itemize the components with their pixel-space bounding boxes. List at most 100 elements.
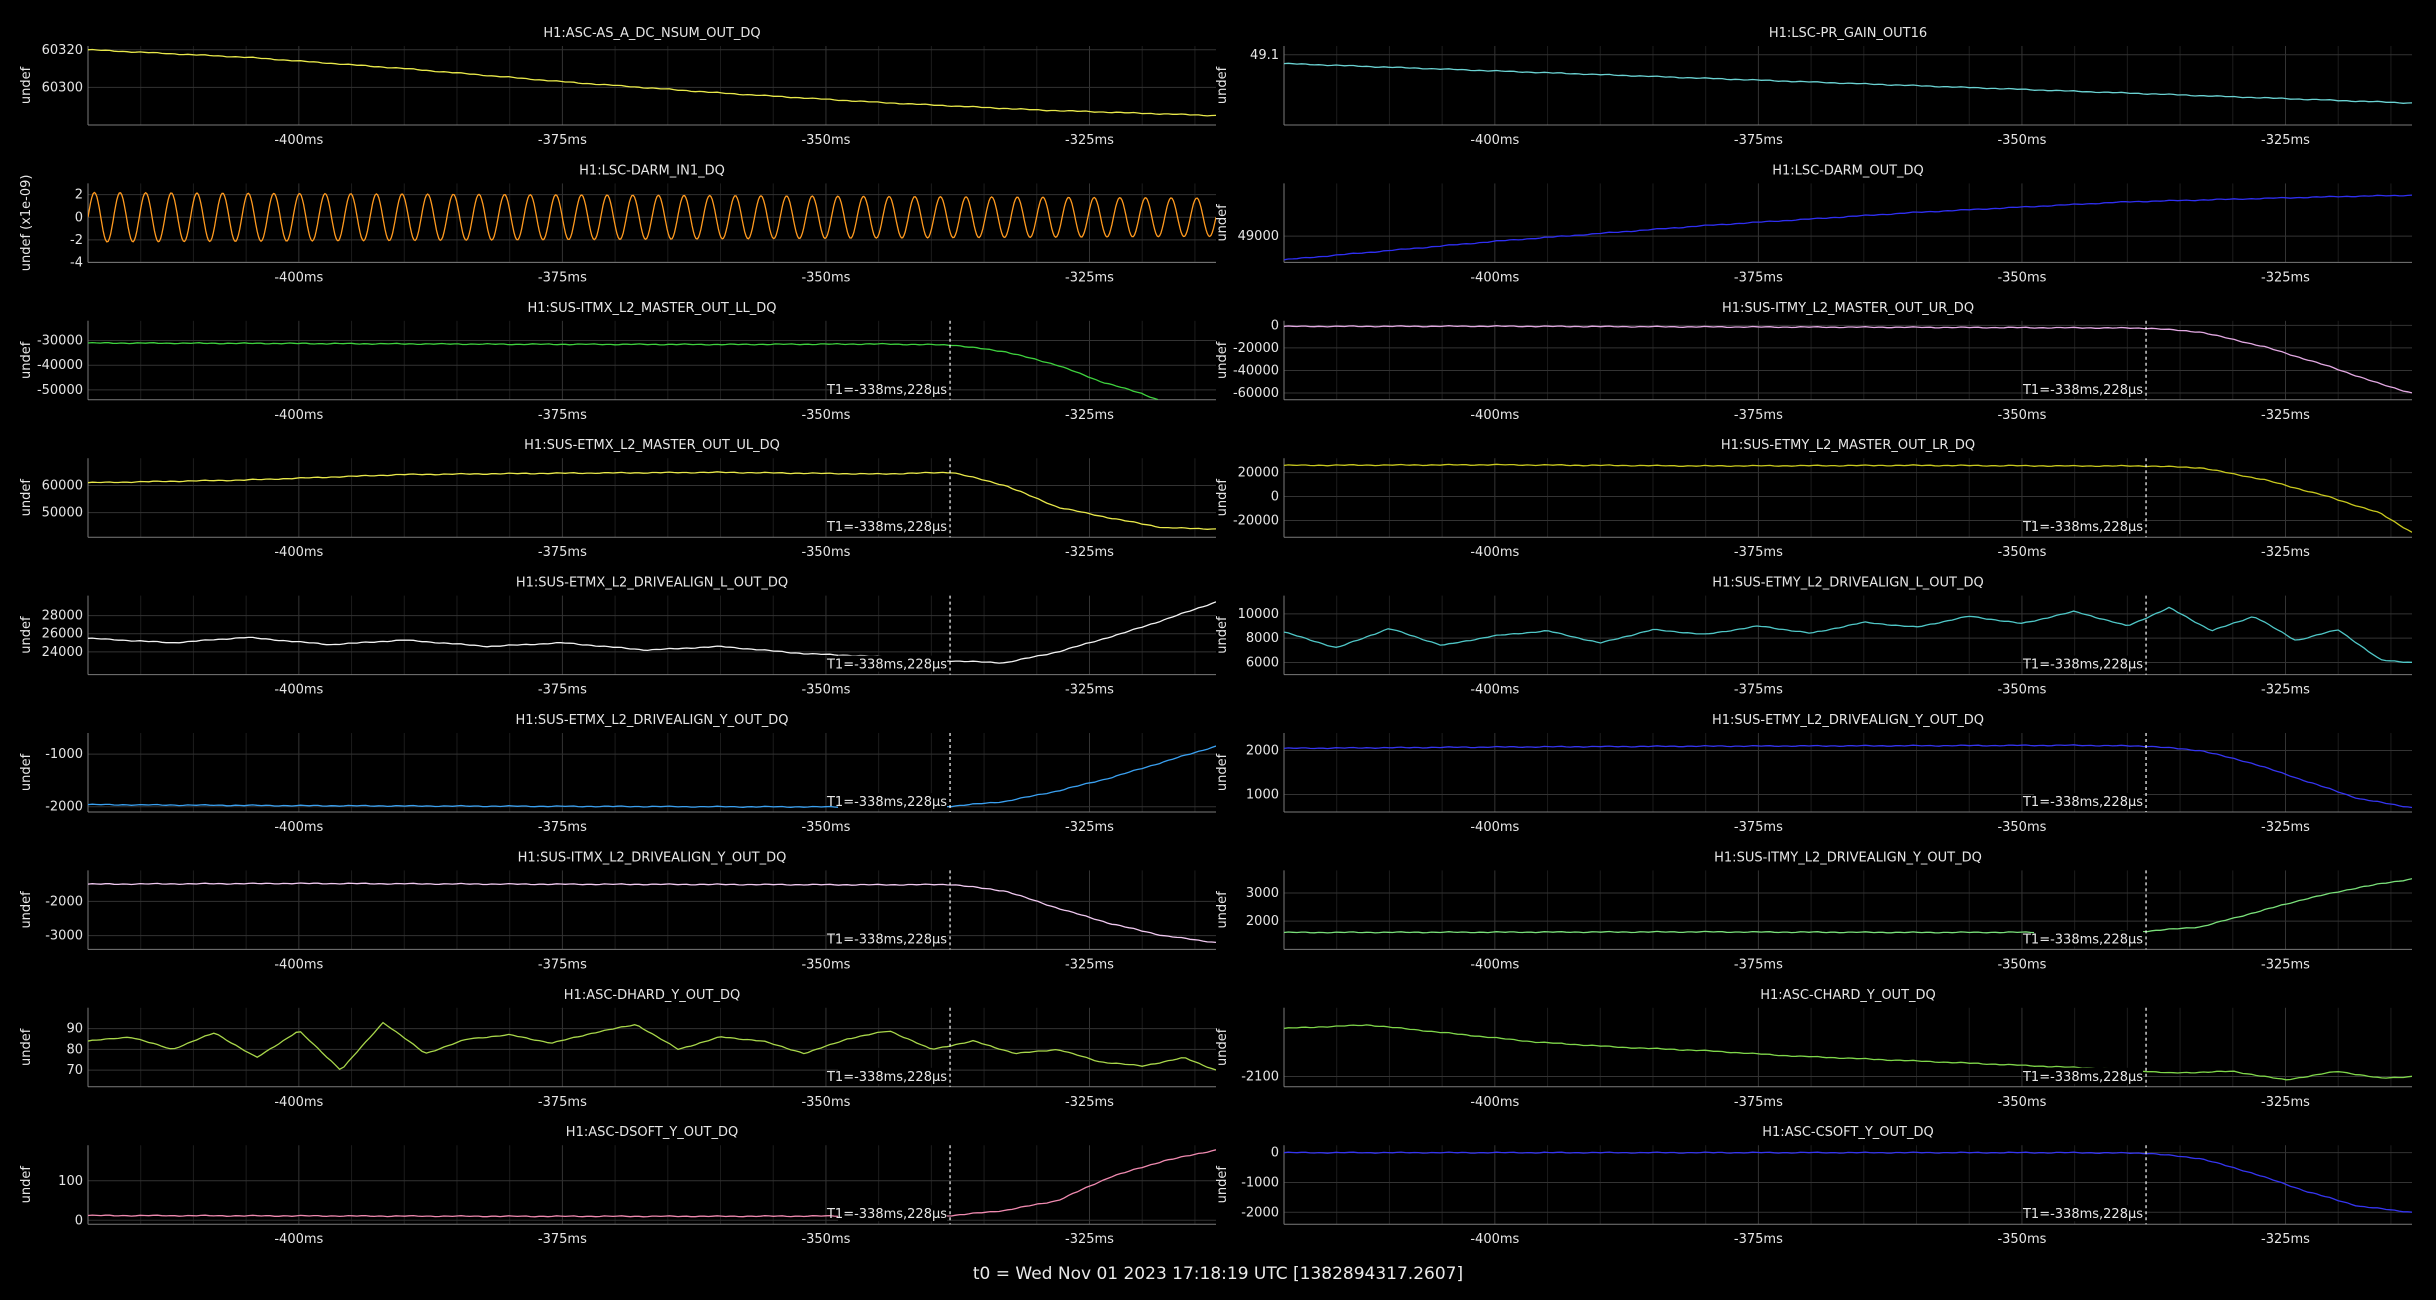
- cursor-marker-label: T1=-338ms,228µs: [826, 520, 947, 535]
- cursor-marker-label: T1=-338ms,228µs: [2022, 1070, 2143, 1085]
- y-tick-label: 2000: [1246, 744, 1279, 759]
- x-tick-label: -350ms: [1997, 408, 2046, 423]
- t0-timestamp: t0 = Wed Nov 01 2023 17:18:19 UTC [13828…: [972, 1264, 1464, 1284]
- x-tick-label: -350ms: [1997, 683, 2046, 698]
- cursor-label-bg: [838, 930, 948, 947]
- x-tick-label: -325ms: [1065, 820, 1114, 835]
- cursor-label-bg: [838, 380, 948, 397]
- x-tick-label: -400ms: [1470, 1232, 1519, 1247]
- x-tick-label: -400ms: [1470, 408, 1519, 423]
- panel-title: H1:LSC-DARM_IN1_DQ: [579, 163, 725, 178]
- cursor-marker-label: T1=-338ms,228µs: [2022, 1207, 2143, 1222]
- y-tick-label: 60300: [42, 80, 83, 95]
- y-tick-label: 2: [75, 188, 83, 203]
- y-axis-label: undef: [19, 479, 34, 517]
- x-tick-label: -350ms: [801, 1232, 850, 1247]
- cursor-marker-label: T1=-338ms,228µs: [826, 383, 947, 398]
- y-tick-label: -2000: [1241, 1205, 1279, 1220]
- x-tick-label: -375ms: [538, 133, 587, 148]
- x-tick-label: -400ms: [274, 545, 323, 560]
- x-tick-label: -375ms: [1734, 820, 1783, 835]
- y-axis-label: undef: [1215, 479, 1230, 517]
- x-tick-label: -350ms: [801, 408, 850, 423]
- y-tick-label: -3000: [45, 929, 83, 944]
- y-tick-label: 0: [75, 210, 83, 225]
- cursor-marker-label: T1=-338ms,228µs: [2022, 658, 2143, 673]
- series-line: [1284, 1024, 2412, 1081]
- y-axis-label: undef: [1215, 341, 1230, 379]
- x-tick-label: -325ms: [1065, 133, 1114, 148]
- y-tick-label: 0: [1271, 1146, 1279, 1161]
- x-tick-label: -325ms: [2261, 545, 2310, 560]
- x-tick-label: -375ms: [1734, 270, 1783, 285]
- y-tick-label: -20000: [1233, 513, 1279, 528]
- panel-13: H1:SUS-ITMX_L2_DRIVEALIGN_Y_OUT_DQundef-…: [19, 850, 1216, 972]
- y-tick-label: 49.1: [1250, 48, 1279, 63]
- x-tick-label: -400ms: [274, 683, 323, 698]
- panel-title: H1:SUS-ETMX_L2_DRIVEALIGN_Y_OUT_DQ: [515, 713, 788, 728]
- x-tick-label: -375ms: [538, 1095, 587, 1110]
- cursor-label-bg: [838, 655, 948, 672]
- x-tick-label: -350ms: [1997, 133, 2046, 148]
- y-axis-label: undef: [19, 891, 34, 929]
- y-tick-label: 3000: [1246, 886, 1279, 901]
- cursor-label-bg: [2034, 518, 2144, 535]
- y-axis-label: undef: [1215, 204, 1230, 242]
- series-line: [88, 1021, 1216, 1071]
- series-line: [1284, 606, 2412, 663]
- y-tick-label: 1000: [1246, 787, 1279, 802]
- x-tick-label: -375ms: [538, 683, 587, 698]
- x-tick-label: -375ms: [538, 270, 587, 285]
- y-tick-label: 6000: [1246, 655, 1279, 670]
- panel-title: H1:LSC-PR_GAIN_OUT16: [1769, 26, 1927, 41]
- cursor-marker-label: T1=-338ms,228µs: [826, 1207, 947, 1222]
- x-tick-label: -375ms: [1734, 408, 1783, 423]
- x-tick-label: -375ms: [538, 820, 587, 835]
- series-line: [88, 745, 1216, 809]
- series-line: [88, 471, 1216, 530]
- x-tick-label: -325ms: [2261, 133, 2310, 148]
- y-tick-label: 70: [66, 1063, 83, 1078]
- x-tick-label: -325ms: [1065, 957, 1114, 972]
- y-axis-label: undef: [1215, 891, 1230, 929]
- x-tick-label: -400ms: [1470, 133, 1519, 148]
- y-tick-label: 60000: [42, 478, 83, 493]
- y-tick-label: 26000: [42, 627, 83, 642]
- y-tick-label: -60000: [1233, 386, 1279, 401]
- panel-title: H1:ASC-CSOFT_Y_OUT_DQ: [1762, 1125, 1933, 1140]
- series-line: [1284, 1151, 2412, 1213]
- x-tick-label: -375ms: [538, 545, 587, 560]
- x-tick-label: -375ms: [538, 1232, 587, 1247]
- panel-title: H1:SUS-ITMX_L2_MASTER_OUT_LL_DQ: [527, 301, 776, 316]
- y-axis-label: undef: [19, 1028, 34, 1066]
- y-axis-label: undef: [1215, 1166, 1230, 1204]
- x-tick-label: -375ms: [1734, 957, 1783, 972]
- series-line: [1284, 463, 2412, 533]
- cursor-label-bg: [838, 518, 948, 535]
- panel-11: H1:SUS-ETMX_L2_DRIVEALIGN_Y_OUT_DQundef-…: [19, 713, 1216, 835]
- panel-6: H1:SUS-ITMY_L2_MASTER_OUT_UR_DQundef-400…: [1215, 301, 2412, 423]
- series-line: [88, 882, 1216, 944]
- cursor-marker-label: T1=-338ms,228µs: [826, 1070, 947, 1085]
- x-tick-label: -375ms: [1734, 1232, 1783, 1247]
- x-tick-label: -375ms: [1734, 133, 1783, 148]
- x-tick-label: -400ms: [274, 408, 323, 423]
- cursor-label-bg: [2034, 655, 2144, 672]
- y-axis-label: undef: [1215, 1028, 1230, 1066]
- x-tick-label: -375ms: [1734, 683, 1783, 698]
- cursor-label-bg: [2034, 380, 2144, 397]
- cursor-marker-label: T1=-338ms,228µs: [2022, 795, 2143, 810]
- x-tick-label: -350ms: [801, 683, 850, 698]
- panel-title: H1:ASC-DSOFT_Y_OUT_DQ: [566, 1125, 738, 1140]
- x-tick-label: -350ms: [801, 820, 850, 835]
- y-tick-label: 0: [75, 1213, 83, 1228]
- y-axis-label: undef: [19, 66, 34, 104]
- x-tick-label: -375ms: [1734, 545, 1783, 560]
- cursor-marker-label: T1=-338ms,228µs: [2022, 520, 2143, 535]
- series-line: [88, 601, 1216, 664]
